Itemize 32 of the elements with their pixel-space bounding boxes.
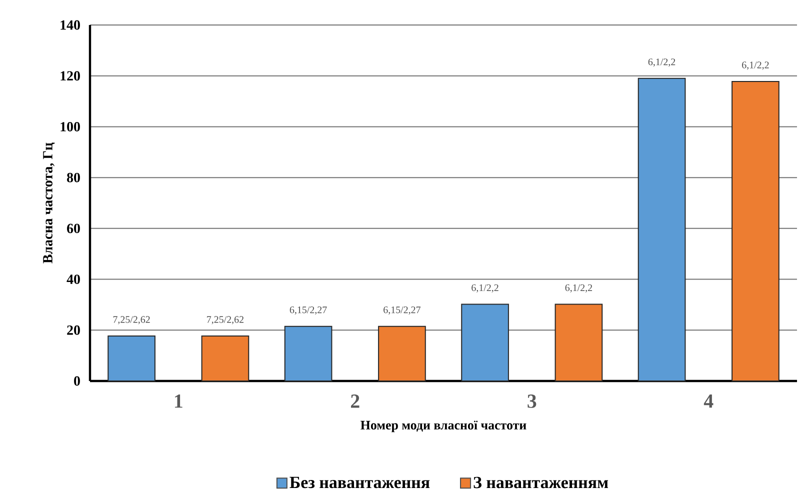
bar — [732, 80, 780, 382]
y-tick-label: 40 — [66, 274, 80, 284]
legend-label: З навантаженням — [474, 476, 608, 488]
y-tick-label: 140 — [60, 20, 80, 30]
y-tick-label: 100 — [60, 122, 80, 132]
data-label: 7,25/2,62 — [207, 316, 244, 324]
y-tick-label: 0 — [74, 376, 80, 386]
y-tick-label: 80 — [67, 172, 80, 182]
bar — [378, 326, 426, 382]
y-tick-label: 120 — [60, 71, 80, 81]
x-tick-label: 2 — [350, 394, 360, 408]
bar — [108, 335, 156, 382]
data-label: 6,15/2,27 — [384, 306, 421, 315]
y-tick-label: 20 — [67, 325, 80, 335]
x-tick-label: 4 — [704, 394, 714, 408]
bar — [284, 326, 332, 382]
bar — [461, 304, 509, 382]
bar — [638, 78, 686, 382]
data-label: 6,1/2,2 — [648, 58, 676, 67]
x-axis-title: Номер моди власної частоти — [360, 420, 526, 432]
x-tick-label: 3 — [528, 394, 536, 408]
bar — [201, 335, 250, 382]
y-tick-label: 60 — [67, 224, 80, 234]
legend-label: Без навантаження — [290, 476, 430, 488]
data-label: 6,1/2,2 — [742, 62, 769, 70]
y-axis-title: Власна частота, Гц — [43, 142, 55, 264]
data-label: 6,1/2,2 — [472, 284, 498, 293]
x-tick-label: 1 — [174, 394, 182, 408]
data-label: 6,1/2,2 — [565, 284, 592, 293]
data-label: 6,15/2,27 — [290, 306, 327, 315]
bar — [554, 304, 603, 382]
data-label: 7,25/2,62 — [113, 316, 150, 324]
